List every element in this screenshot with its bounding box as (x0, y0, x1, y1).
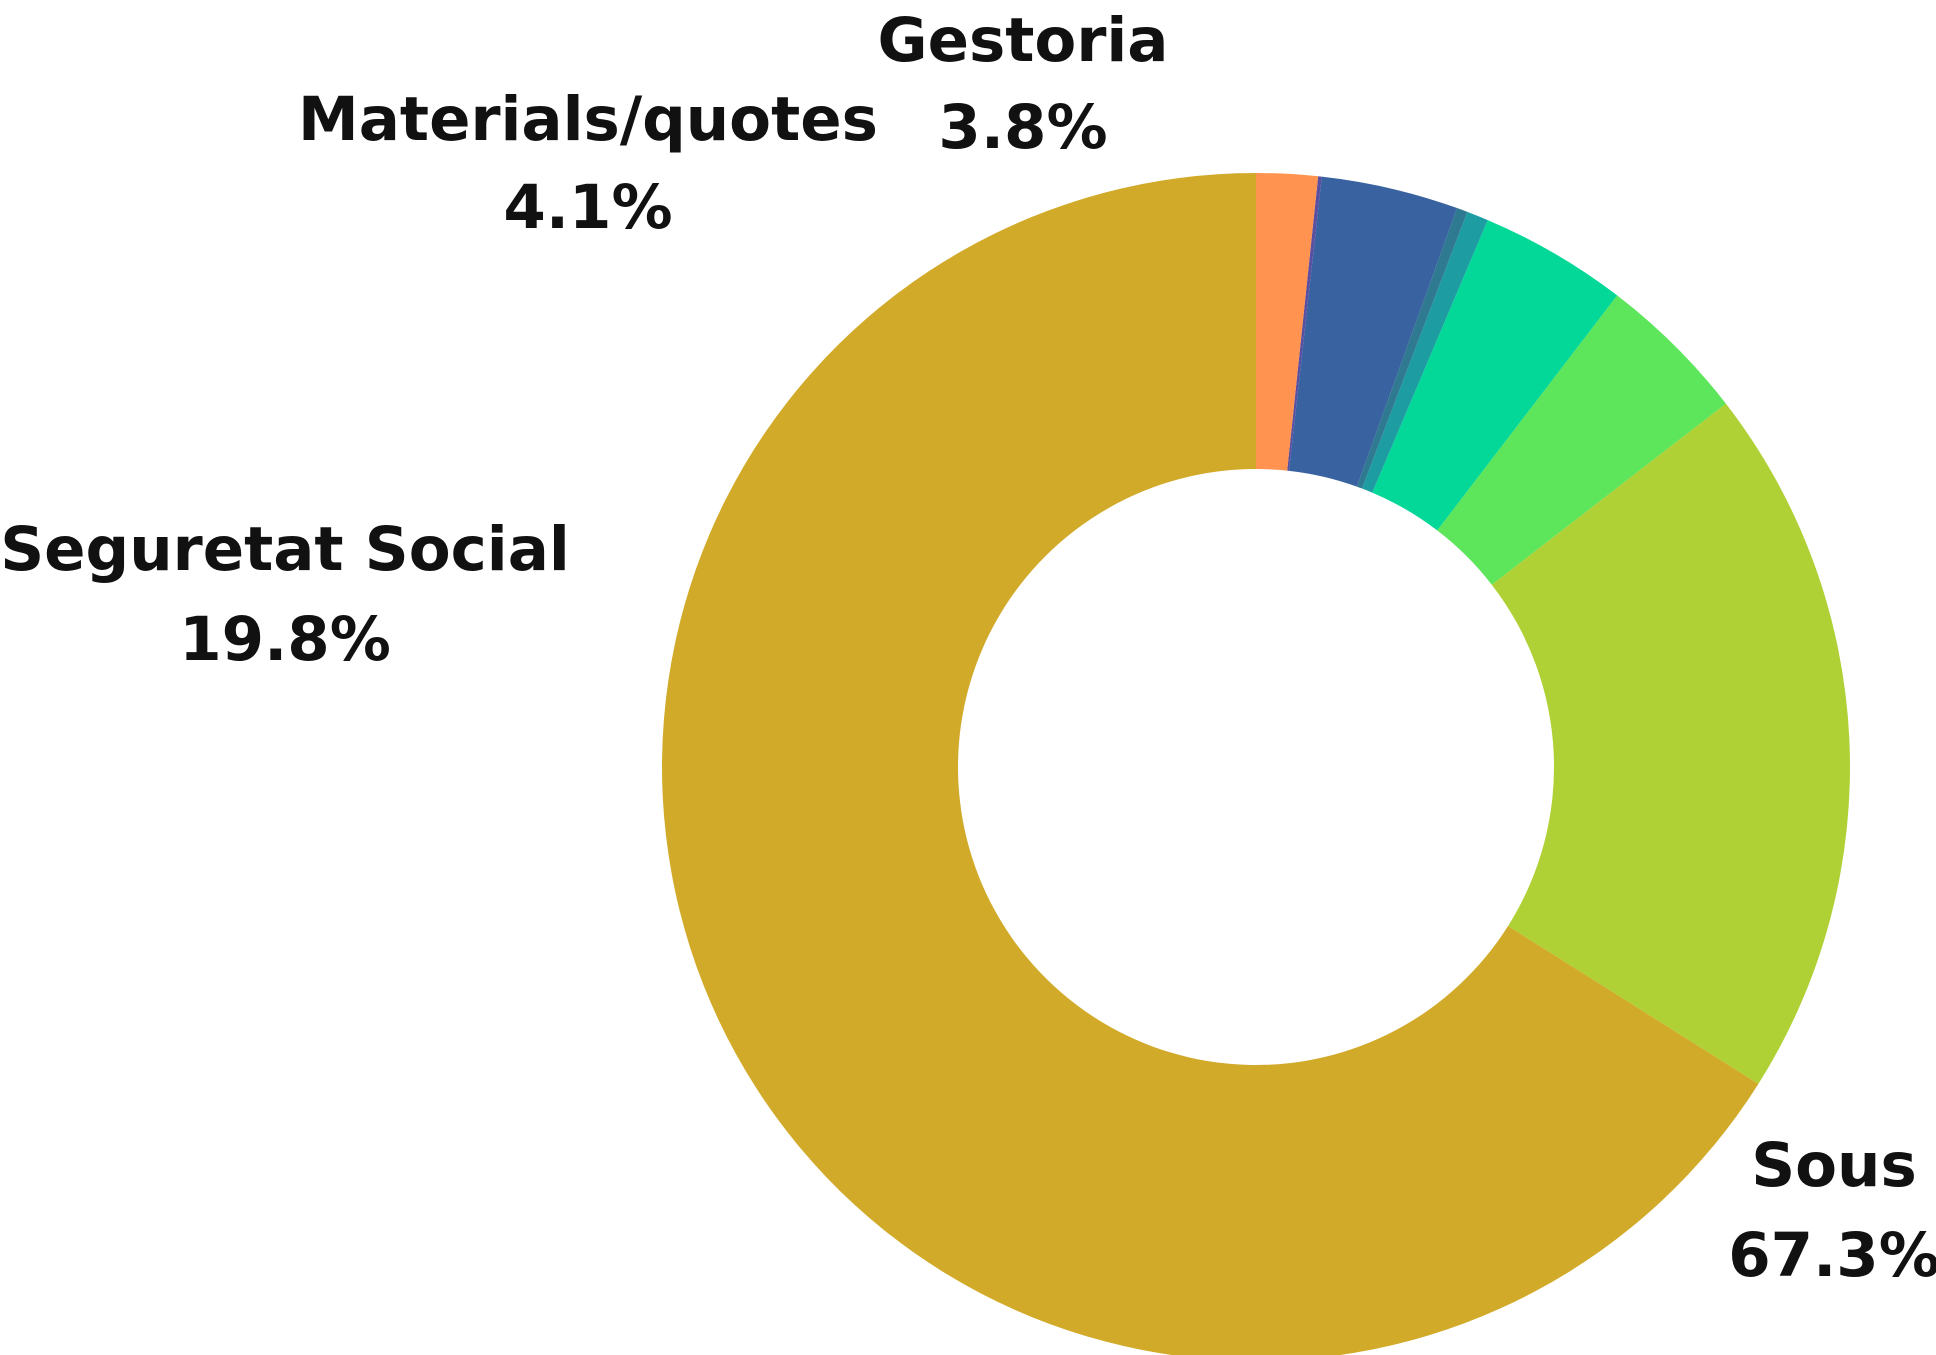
slice-slice-4 (1362, 211, 1488, 493)
slice-slice-7 (1287, 176, 1322, 471)
slice-sous (662, 173, 1759, 1355)
slice-value-materials-quotes: 4.1% (503, 172, 672, 243)
slice-seguretat-social (1491, 403, 1850, 1084)
slice-label-materials-quotes: Materials/quotes (298, 84, 878, 155)
slice-labels: Sous 67.3% Seguretat Social 19.8% Materi… (0, 5, 1936, 1291)
slice-value-seguretat-social: 19.8% (179, 604, 391, 675)
label-materials-quotes: Materials/quotes 4.1% (298, 84, 878, 243)
slice-label-seguretat-social: Seguretat Social (0, 514, 570, 585)
label-seguretat-social: Seguretat Social 19.8% (0, 514, 570, 675)
slice-gestoria (1289, 176, 1458, 487)
label-gestoria: Gestoria 3.8% (878, 5, 1169, 163)
slice-materials-quotes (1372, 220, 1618, 531)
donut-slices (662, 173, 1850, 1355)
slice-label-sous: Sous (1751, 1130, 1917, 1201)
label-sous: Sous 67.3% (1728, 1130, 1936, 1291)
slice-slice-5 (1356, 208, 1468, 489)
slice-label-gestoria: Gestoria (878, 5, 1169, 76)
slice-slice-8 (1256, 173, 1319, 471)
slice-slice-2 (1437, 295, 1726, 585)
slice-value-sous: 67.3% (1728, 1220, 1936, 1291)
slice-value-gestoria: 3.8% (938, 92, 1107, 163)
